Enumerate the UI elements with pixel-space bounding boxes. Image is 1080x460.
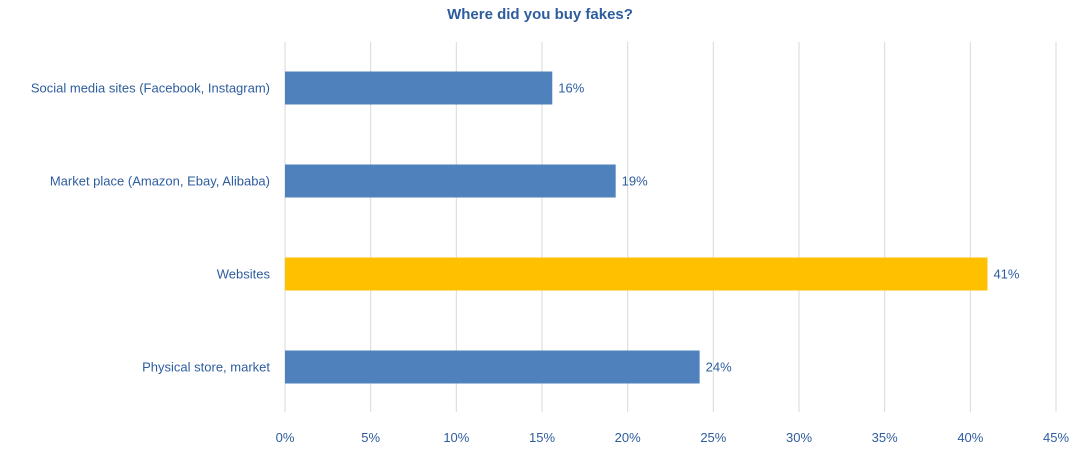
data-label: 24% — [706, 360, 732, 375]
x-tick-label: 5% — [361, 430, 380, 445]
data-label: 41% — [993, 267, 1019, 282]
data-label: 16% — [558, 81, 584, 96]
bar — [285, 71, 553, 105]
category-label: Websites — [217, 267, 271, 282]
category-label: Social media sites (Facebook, Instagram) — [31, 81, 270, 96]
x-tick-label: 40% — [957, 430, 983, 445]
chart-title: Where did you buy fakes? — [447, 6, 633, 23]
x-tick-label: 25% — [700, 430, 726, 445]
bar — [285, 257, 988, 291]
bar — [285, 164, 616, 198]
x-tick-label: 45% — [1043, 430, 1069, 445]
x-tick-label: 20% — [615, 430, 641, 445]
x-tick-label: 30% — [786, 430, 812, 445]
data-label: 19% — [622, 174, 648, 189]
x-tick-label: 0% — [276, 430, 295, 445]
x-tick-label: 35% — [872, 430, 898, 445]
category-label: Market place (Amazon, Ebay, Alibaba) — [50, 174, 270, 189]
x-tick-label: 15% — [529, 430, 555, 445]
x-tick-label: 10% — [443, 430, 469, 445]
category-label: Physical store, market — [142, 360, 270, 375]
bar — [285, 350, 700, 384]
